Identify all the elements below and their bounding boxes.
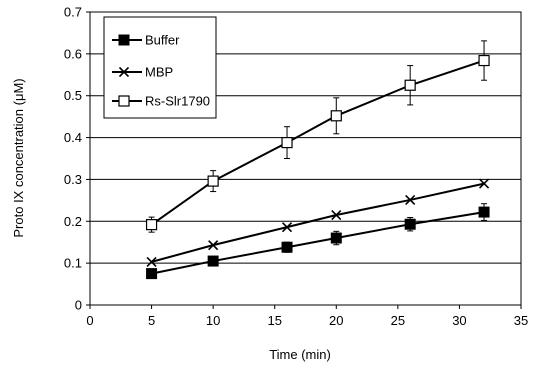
series-buffer xyxy=(146,203,490,280)
x-tick-label: 20 xyxy=(329,313,343,328)
y-tick-label: 0.7 xyxy=(64,5,82,20)
x-tick-label: 15 xyxy=(267,313,281,328)
data-point xyxy=(404,79,416,91)
x-tick-label: 30 xyxy=(452,313,466,328)
data-point xyxy=(478,206,490,218)
data-point xyxy=(207,255,219,267)
marker-stroke xyxy=(478,178,490,189)
y-tick-label: 0.6 xyxy=(64,46,82,61)
legend: Buffer MBP Rs-Slr1790 xyxy=(103,16,217,119)
x-tick-label: 5 xyxy=(148,313,155,328)
x-tick-label: 35 xyxy=(514,313,528,328)
series-rs-slr1790 xyxy=(145,40,490,233)
series-line-rs-slr1790 xyxy=(150,59,485,226)
series-line-mbp xyxy=(151,182,485,263)
data-point xyxy=(281,136,293,149)
data-point xyxy=(281,222,293,233)
legend-item-rs-slr1790: Rs-Slr1790 xyxy=(112,94,210,109)
legend-marker xyxy=(118,66,130,78)
marker-stroke xyxy=(281,222,293,233)
y-tick-label: 0.2 xyxy=(64,214,82,229)
marker-stroke xyxy=(118,66,130,78)
legend-marker xyxy=(118,95,130,107)
legend-label: MBP xyxy=(145,65,173,80)
y-tick-label: 0.4 xyxy=(64,130,82,145)
marker-stroke xyxy=(208,240,219,251)
legend-label: Buffer xyxy=(145,33,180,48)
data-point xyxy=(146,256,157,267)
y-tick-label: 0.1 xyxy=(64,256,82,271)
marker-stroke xyxy=(331,209,342,221)
data-point xyxy=(331,209,342,221)
series-group xyxy=(145,40,490,280)
data-point xyxy=(330,232,342,244)
legend-marker xyxy=(118,34,130,46)
data-point xyxy=(145,219,158,231)
y-tick-label: 0 xyxy=(75,298,82,313)
legend-label: Rs-Slr1790 xyxy=(145,94,210,109)
x-tick-labels: 0 5 10 15 20 25 30 35 xyxy=(86,313,528,328)
x-tick-label: 10 xyxy=(206,313,220,328)
y-axis-title: Proto IX concentration (μM) xyxy=(11,78,26,237)
data-point xyxy=(146,268,158,280)
legend-item-mbp: MBP xyxy=(112,65,173,80)
x-tick-label: 25 xyxy=(391,313,405,328)
axes xyxy=(86,11,522,309)
x-tick-label: 0 xyxy=(86,313,93,328)
data-point xyxy=(208,240,219,251)
y-tick-label: 0.3 xyxy=(64,172,82,187)
x-axis-title: Time (min) xyxy=(269,347,331,362)
y-tick-label: 0.5 xyxy=(64,88,82,103)
legend-item-buffer: Buffer xyxy=(112,33,180,48)
marker-stroke xyxy=(146,256,157,267)
data-point xyxy=(478,54,490,67)
series-mbp xyxy=(146,178,490,267)
data-point xyxy=(330,110,342,122)
data-point xyxy=(405,194,416,206)
marker-stroke xyxy=(405,194,416,206)
data-point xyxy=(404,218,416,230)
data-point xyxy=(207,175,219,187)
y-tick-labels: 0 0.1 0.2 0.3 0.4 0.5 0.6 0.7 xyxy=(64,5,82,313)
plot-area-frame xyxy=(89,11,522,306)
series-line-buffer xyxy=(151,211,485,275)
data-point xyxy=(478,178,490,189)
data-point xyxy=(281,241,293,253)
